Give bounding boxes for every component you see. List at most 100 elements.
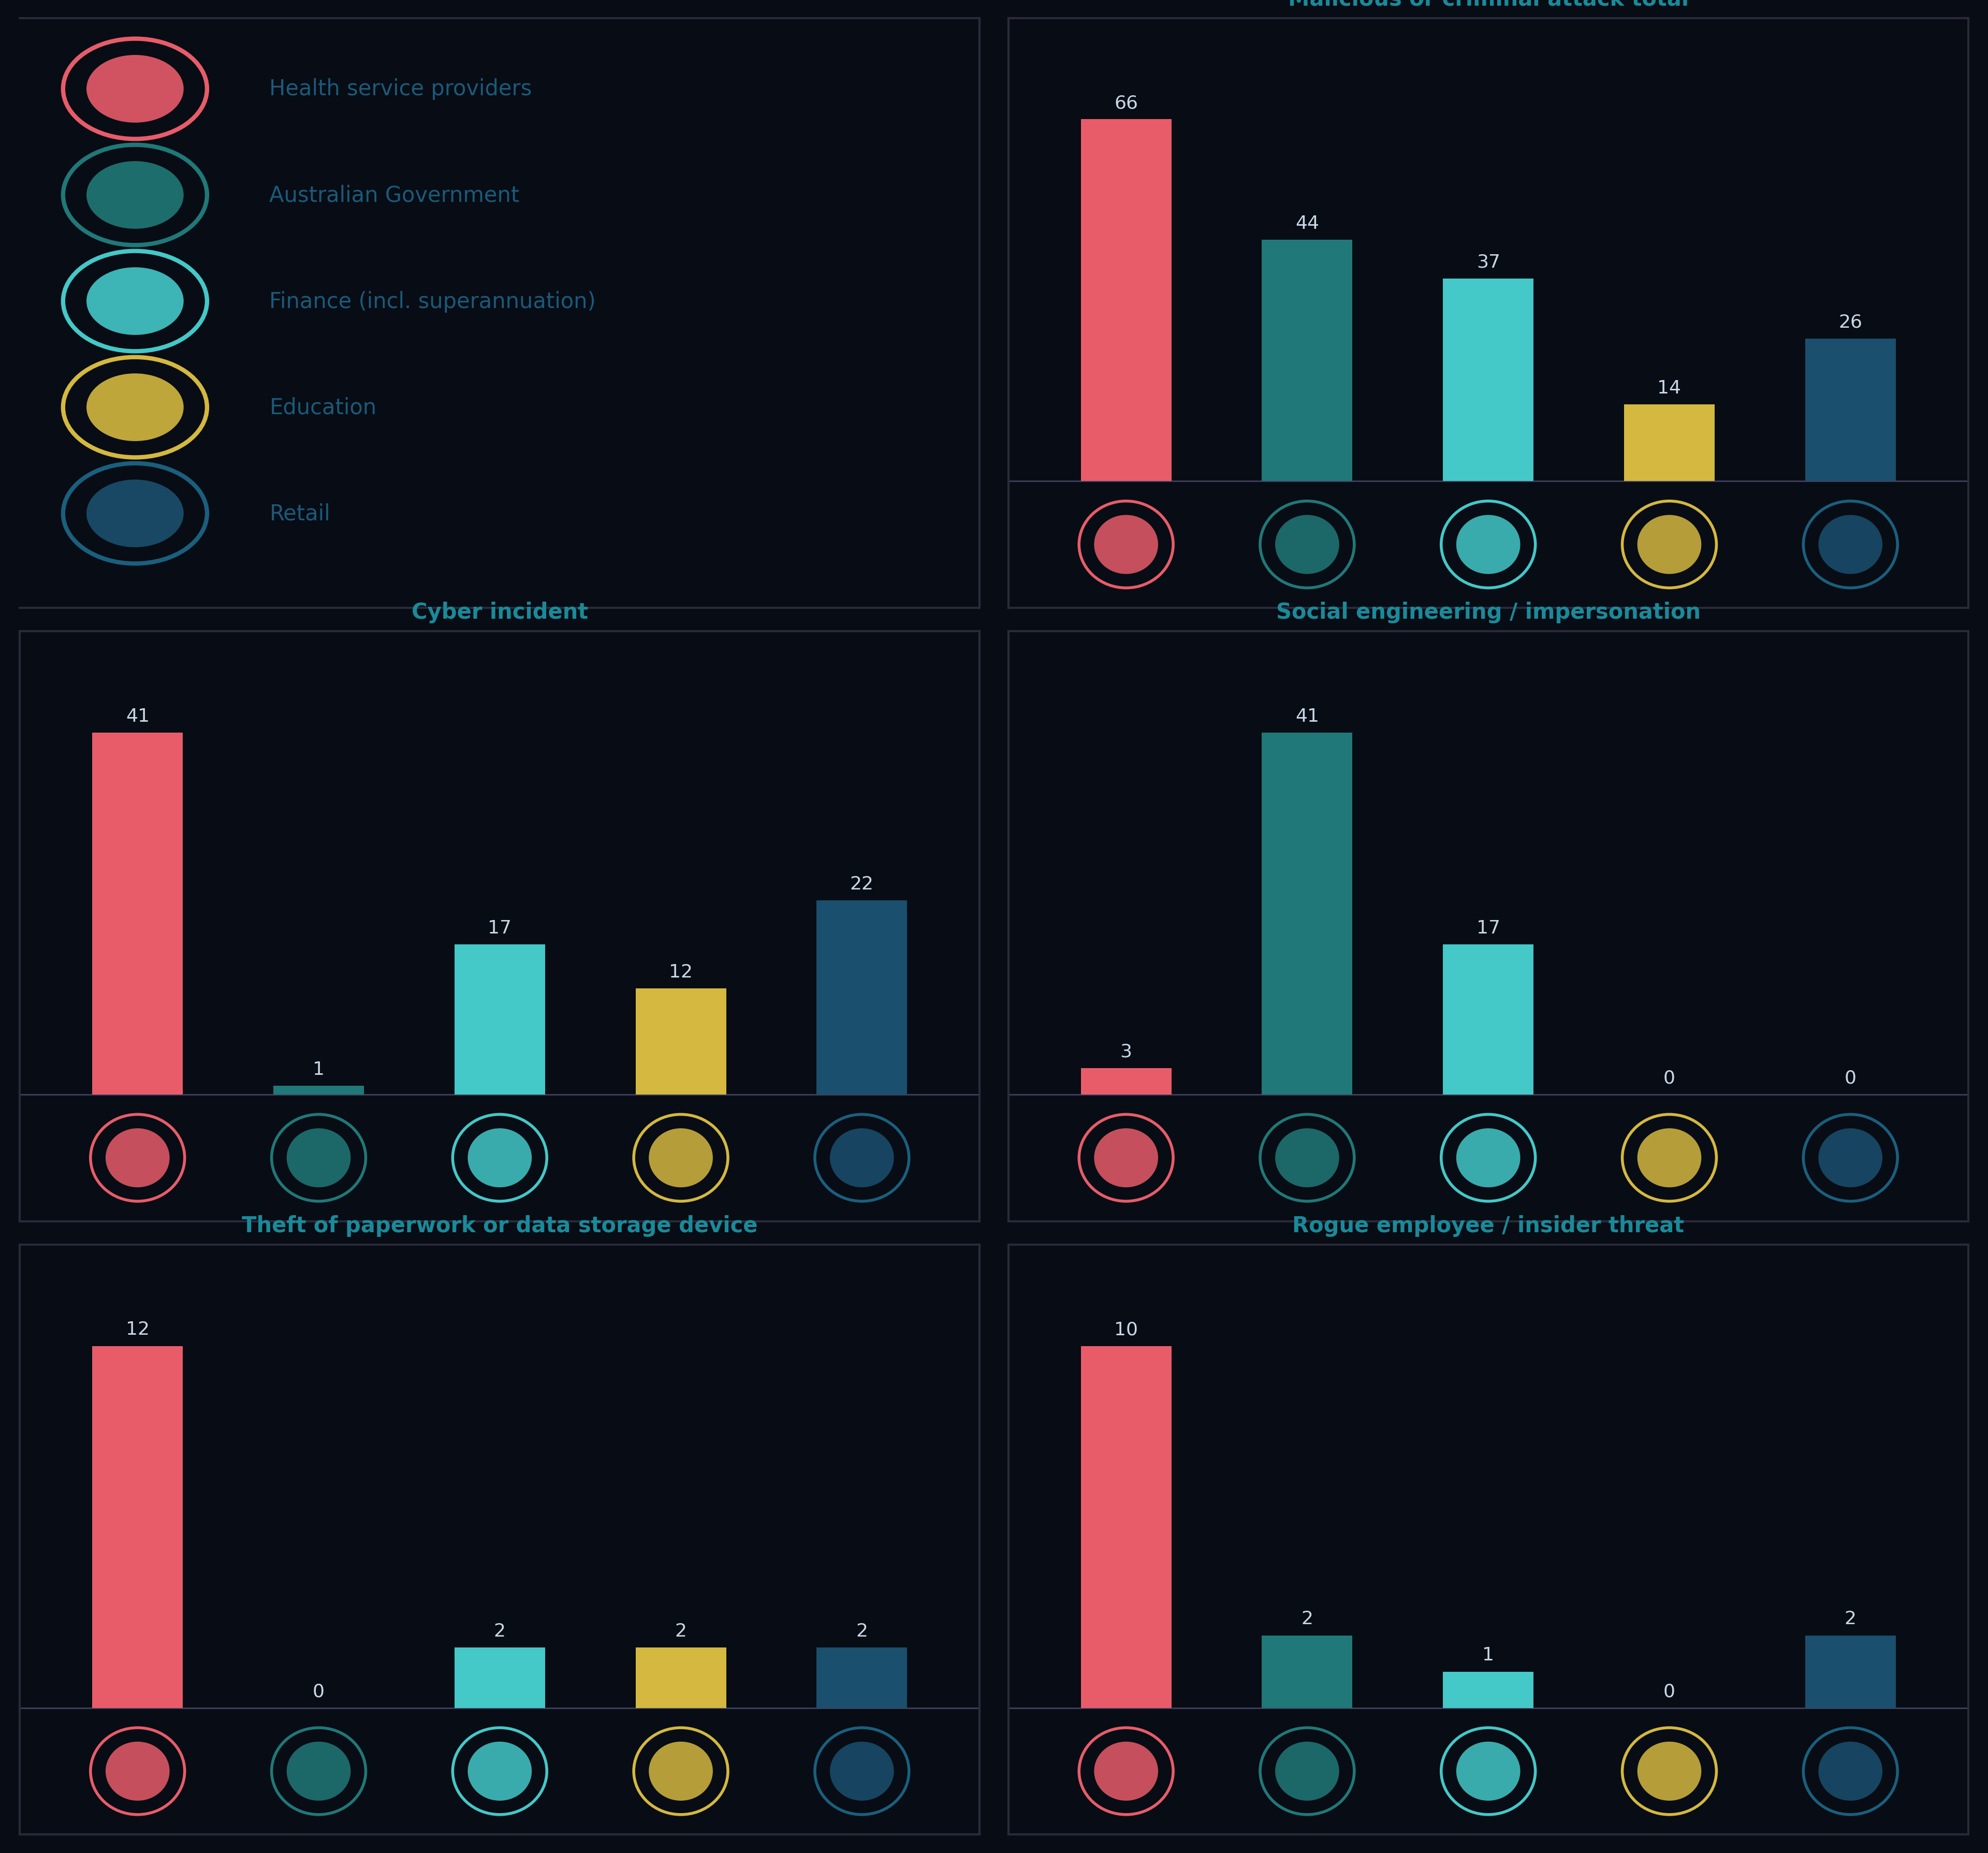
Bar — [1443, 278, 1533, 482]
Ellipse shape — [1274, 515, 1340, 574]
Text: 26: 26 — [1839, 313, 1863, 332]
Text: 0: 0 — [312, 1683, 324, 1699]
Ellipse shape — [1274, 1742, 1340, 1801]
Ellipse shape — [105, 1742, 169, 1801]
Title: Malicious or criminal attack total: Malicious or criminal attack total — [1288, 0, 1688, 11]
Ellipse shape — [1093, 1128, 1159, 1188]
Ellipse shape — [1803, 1727, 1897, 1814]
Ellipse shape — [85, 480, 183, 548]
Bar — [1262, 241, 1352, 482]
Ellipse shape — [64, 358, 207, 458]
Text: 2: 2 — [493, 1621, 505, 1640]
Text: 0: 0 — [1664, 1069, 1676, 1086]
Ellipse shape — [91, 1727, 185, 1814]
Bar — [1443, 945, 1533, 1095]
Text: 10: 10 — [1113, 1321, 1137, 1338]
Bar — [1262, 734, 1352, 1095]
Bar — [636, 990, 726, 1095]
Ellipse shape — [1441, 1727, 1535, 1814]
Ellipse shape — [453, 1116, 547, 1201]
Ellipse shape — [1093, 515, 1159, 574]
Ellipse shape — [648, 1128, 714, 1188]
Title: Theft of paperwork or data storage device: Theft of paperwork or data storage devic… — [243, 1216, 757, 1236]
Ellipse shape — [91, 1116, 185, 1201]
Ellipse shape — [453, 1727, 547, 1814]
Ellipse shape — [1260, 1116, 1354, 1201]
Ellipse shape — [1079, 1727, 1173, 1814]
Text: 17: 17 — [487, 919, 511, 938]
Bar — [817, 901, 907, 1095]
Ellipse shape — [1819, 1128, 1883, 1188]
Text: 22: 22 — [851, 875, 875, 893]
Bar — [91, 1345, 183, 1708]
Title: Social engineering / impersonation: Social engineering / impersonation — [1276, 602, 1700, 623]
Ellipse shape — [1457, 1742, 1521, 1801]
Ellipse shape — [64, 252, 207, 352]
Ellipse shape — [829, 1742, 895, 1801]
Ellipse shape — [1622, 1727, 1716, 1814]
Bar — [1081, 120, 1171, 482]
Ellipse shape — [1274, 1128, 1340, 1188]
Ellipse shape — [1819, 515, 1883, 574]
Title: Cyber incident: Cyber incident — [412, 602, 588, 623]
Ellipse shape — [85, 374, 183, 441]
Text: 14: 14 — [1658, 380, 1682, 397]
Ellipse shape — [1079, 1116, 1173, 1201]
Ellipse shape — [1638, 1742, 1702, 1801]
Text: Retail: Retail — [270, 502, 330, 524]
Ellipse shape — [829, 1128, 895, 1188]
Ellipse shape — [286, 1128, 350, 1188]
Ellipse shape — [1638, 1128, 1702, 1188]
Ellipse shape — [467, 1742, 531, 1801]
Ellipse shape — [64, 145, 207, 245]
Ellipse shape — [634, 1727, 728, 1814]
Text: 44: 44 — [1296, 215, 1320, 232]
Text: Finance (incl. superannuation): Finance (incl. superannuation) — [270, 291, 596, 313]
Bar — [1805, 339, 1897, 482]
Ellipse shape — [1622, 502, 1716, 587]
Ellipse shape — [272, 1116, 366, 1201]
Title: Rogue employee / insider threat: Rogue employee / insider threat — [1292, 1216, 1684, 1236]
Ellipse shape — [815, 1116, 909, 1201]
Ellipse shape — [815, 1727, 909, 1814]
Text: 2: 2 — [857, 1621, 869, 1640]
Ellipse shape — [1638, 515, 1702, 574]
Text: 12: 12 — [125, 1321, 149, 1338]
Ellipse shape — [85, 56, 183, 122]
Ellipse shape — [1803, 1116, 1897, 1201]
Text: Health service providers: Health service providers — [270, 78, 533, 100]
Bar — [1805, 1636, 1897, 1708]
Bar — [274, 1086, 364, 1095]
Ellipse shape — [85, 161, 183, 230]
Bar — [1081, 1345, 1171, 1708]
Text: 2: 2 — [674, 1621, 686, 1640]
Ellipse shape — [1819, 1742, 1883, 1801]
Bar — [1262, 1636, 1352, 1708]
Ellipse shape — [1079, 502, 1173, 587]
Bar — [636, 1647, 726, 1708]
Ellipse shape — [1093, 1742, 1159, 1801]
Bar — [1624, 404, 1714, 482]
Text: 41: 41 — [1296, 708, 1320, 725]
Ellipse shape — [1622, 1116, 1716, 1201]
Bar — [817, 1647, 907, 1708]
Text: 0: 0 — [1845, 1069, 1857, 1086]
Ellipse shape — [286, 1742, 350, 1801]
Ellipse shape — [272, 1727, 366, 1814]
Ellipse shape — [1260, 502, 1354, 587]
Ellipse shape — [634, 1116, 728, 1201]
Text: 1: 1 — [312, 1060, 324, 1078]
Text: Australian Government: Australian Government — [270, 185, 519, 206]
Bar — [1081, 1067, 1171, 1095]
Ellipse shape — [1457, 515, 1521, 574]
Ellipse shape — [1457, 1128, 1521, 1188]
Text: 37: 37 — [1477, 254, 1501, 271]
Ellipse shape — [64, 463, 207, 563]
Ellipse shape — [1441, 502, 1535, 587]
Ellipse shape — [648, 1742, 714, 1801]
Ellipse shape — [85, 267, 183, 335]
Ellipse shape — [1441, 1116, 1535, 1201]
Text: 3: 3 — [1119, 1043, 1131, 1060]
Text: 41: 41 — [125, 708, 149, 725]
Ellipse shape — [1260, 1727, 1354, 1814]
